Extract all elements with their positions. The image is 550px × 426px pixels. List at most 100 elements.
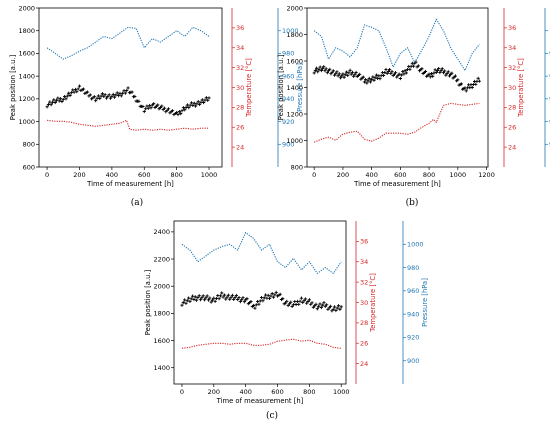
peak-point <box>236 297 240 302</box>
peak-point <box>94 99 98 103</box>
panel-caption: (a) <box>131 197 143 208</box>
peak-point <box>474 82 478 86</box>
peak-point <box>197 102 202 107</box>
peak-point <box>54 98 59 102</box>
series-temperature <box>181 338 342 349</box>
peak-point <box>399 73 404 77</box>
peak-point <box>271 295 276 299</box>
peak-point <box>314 66 319 70</box>
peak-point <box>285 299 289 303</box>
peak-point <box>347 71 351 75</box>
peak-point <box>46 102 51 107</box>
peak-point <box>148 103 152 108</box>
peak-point <box>453 74 458 78</box>
pressure-tick-label: 920 <box>407 334 419 342</box>
peak-point <box>464 89 468 93</box>
peak-point <box>334 308 338 313</box>
y-tick-label: 2000 <box>153 283 170 291</box>
peak-point <box>274 290 278 295</box>
x-tick-label: 400 <box>106 171 118 179</box>
pressure-tick-label: 980 <box>407 264 419 272</box>
x-tick-label: 200 <box>73 171 85 179</box>
series-pressure <box>46 26 210 60</box>
chart-panel-1: 0 200 400 600 800 1000 600 800 1000 1200 1400 1600 1… <box>9 4 304 208</box>
peak-point <box>67 91 71 95</box>
peak-point <box>193 295 197 299</box>
peak-point <box>348 68 352 72</box>
peak-point <box>200 296 204 300</box>
peak-point <box>108 96 113 100</box>
y-tick-label: 2400 <box>153 228 170 236</box>
peak-point <box>336 304 341 308</box>
x-tick-label: 0 <box>312 171 316 179</box>
peak-point <box>470 85 474 90</box>
temperature-tick-label: 26 <box>360 340 368 348</box>
peak-point <box>206 298 211 302</box>
temperature-tick-label: 36 <box>360 238 368 246</box>
peak-point <box>346 73 350 77</box>
peak-point <box>141 104 145 109</box>
peak-point <box>185 299 189 303</box>
peak-point <box>411 64 416 68</box>
peak-point <box>99 94 103 98</box>
peak-point <box>302 299 306 303</box>
peak-point <box>220 291 224 295</box>
pressure-line <box>313 18 480 72</box>
peak-point <box>387 68 392 72</box>
peak-point <box>320 67 325 71</box>
peak-point <box>313 68 317 73</box>
peak-point <box>252 303 256 308</box>
peak-point <box>335 70 339 74</box>
peak-point <box>325 303 329 307</box>
peak-point <box>196 296 200 300</box>
pressure-axis-label: Pressure [hPa] <box>421 278 429 327</box>
y-tick-label: 1800 <box>18 27 35 35</box>
peak-point <box>257 302 261 306</box>
peak-point <box>378 77 382 81</box>
y-tick-label: 800 <box>23 141 35 149</box>
peak-point <box>332 305 337 309</box>
y-tick-label: 1400 <box>18 72 35 80</box>
peak-point <box>433 68 437 72</box>
peak-point <box>393 71 398 75</box>
peak-point <box>112 95 117 99</box>
peak-point <box>160 104 164 108</box>
peak-point <box>145 104 149 108</box>
plot-frame <box>306 7 489 168</box>
peak-point <box>201 294 205 298</box>
peak-point <box>384 67 388 72</box>
y-tick-label: 1800 <box>153 310 170 318</box>
peak-point <box>423 69 428 74</box>
peak-point <box>177 109 181 114</box>
peak-point <box>329 304 333 308</box>
peak-point <box>181 300 185 305</box>
pressure-tick-label: 1000 <box>282 27 299 35</box>
peak-point <box>256 299 260 304</box>
peak-point <box>438 70 442 75</box>
peak-point <box>370 77 374 82</box>
peak-point <box>183 298 187 302</box>
pressure-tick-label: 960 <box>407 287 419 295</box>
peak-point <box>229 295 233 299</box>
peak-point <box>110 94 114 99</box>
y-tick-label: 1600 <box>153 337 170 345</box>
temperature-tick-label: 36 <box>508 24 516 32</box>
peak-point <box>63 94 67 99</box>
peak-point <box>385 71 389 76</box>
peak-point <box>225 295 229 299</box>
pressure-tick-label: 940 <box>282 95 294 103</box>
peak-point <box>69 91 73 95</box>
x-tick-label: 600 <box>271 388 283 396</box>
peak-point <box>352 74 356 78</box>
pressure-tick-label: 900 <box>407 357 419 365</box>
temperature-tick-label: 24 <box>508 143 516 151</box>
peak-point <box>187 106 191 110</box>
temperature-tick-label: 36 <box>236 24 244 32</box>
peak-point <box>204 296 208 300</box>
peak-point <box>203 98 207 102</box>
peak-point <box>266 293 270 297</box>
peak-point <box>328 67 332 71</box>
peak-point <box>48 100 52 104</box>
peak-point <box>364 77 368 82</box>
peak-point <box>477 79 481 83</box>
